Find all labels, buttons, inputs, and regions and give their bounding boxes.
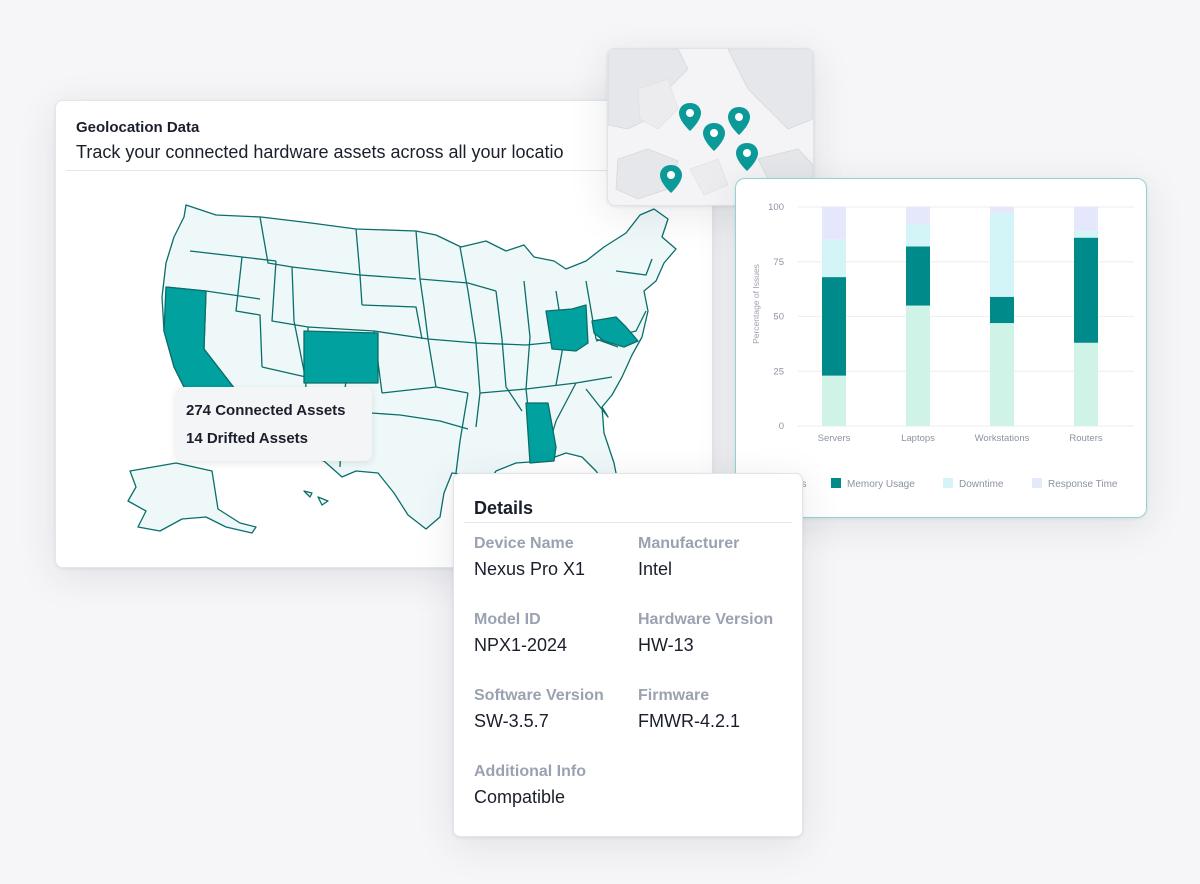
additional-info-field: Additional Info Compatible xyxy=(474,763,586,808)
x-tick-label: Workstations xyxy=(975,433,1030,444)
divider xyxy=(464,522,792,523)
legend-swatch xyxy=(943,478,953,488)
location-pin-icon xyxy=(736,143,758,171)
location-pin-icon xyxy=(728,107,750,135)
bar-segment[interactable] xyxy=(906,246,930,306)
bar-segment[interactable] xyxy=(1074,237,1098,343)
field-label: Additional Info xyxy=(474,763,586,780)
legend-label: Downtime xyxy=(959,479,1004,490)
bar-segment[interactable] xyxy=(822,277,846,376)
bar-segment[interactable] xyxy=(1074,342,1098,426)
bar-segment[interactable] xyxy=(990,207,1014,214)
legend-swatch xyxy=(831,478,841,488)
divider xyxy=(66,170,712,171)
model-id-field: Model ID NPX1-2024 xyxy=(474,611,567,656)
bar-segment[interactable] xyxy=(990,296,1014,324)
legend-label: Memory Usage xyxy=(847,479,915,490)
map-pins xyxy=(660,103,758,193)
state-colorado xyxy=(303,330,379,384)
state-ohio xyxy=(545,304,589,352)
manufacturer-field: Manufacturer Intel xyxy=(638,535,739,580)
field-value: NPX1-2024 xyxy=(474,635,568,655)
drifted-assets-label: 14 Drifted Assets xyxy=(186,430,308,447)
bar-segment[interactable] xyxy=(990,213,1014,297)
bar-segment[interactable] xyxy=(906,305,930,426)
field-value: FMWR-4.2.1 xyxy=(638,711,741,731)
legend-label: Response Time xyxy=(1048,479,1118,490)
bar-segment[interactable] xyxy=(822,207,846,240)
x-tick-label: Laptops xyxy=(901,433,935,444)
state-alabama xyxy=(525,402,557,464)
x-tick-label: Servers xyxy=(818,433,851,444)
field-label: Software Version xyxy=(474,687,604,704)
field-label: Manufacturer xyxy=(638,535,740,552)
bar-segment[interactable] xyxy=(906,224,930,247)
y-tick-label: 75 xyxy=(773,257,784,268)
connected-assets-label: 274 Connected Assets xyxy=(186,402,346,419)
x-tick-label: Routers xyxy=(1069,433,1103,444)
state-maryland xyxy=(591,316,639,348)
bar-segment[interactable] xyxy=(990,323,1014,426)
hawaii xyxy=(303,490,329,506)
y-tick-label: 50 xyxy=(773,312,784,323)
issues-chart-card: 100 75 50 25 0 Percentage of Issues Servers L… xyxy=(735,178,1147,518)
y-axis-label: Percentage of Issues xyxy=(751,264,761,344)
issues-stacked-bar-chart[interactable]: 100 75 50 25 0 Percentage of Issues Servers L… xyxy=(736,179,1146,517)
field-label: Hardware Version xyxy=(638,611,774,628)
details-card: Details Device Name Nexus Pro X1 Manufac… xyxy=(453,473,803,837)
alaska xyxy=(127,462,257,534)
field-label: Firmware xyxy=(638,687,710,704)
field-value: Intel xyxy=(638,559,673,579)
legend-item: Response Time xyxy=(1032,478,1118,490)
field-value: Nexus Pro X1 xyxy=(474,559,586,579)
field-value: SW-3.5.7 xyxy=(474,711,549,731)
location-pin-icon xyxy=(703,123,725,151)
field-value: HW-13 xyxy=(638,635,694,655)
y-tick-label: 0 xyxy=(779,421,784,432)
field-value: Compatible xyxy=(474,787,566,807)
software-version-field: Software Version SW-3.5.7 xyxy=(474,687,604,732)
bar-segment[interactable] xyxy=(822,375,846,426)
geolocation-title: Geolocation Data xyxy=(76,119,200,136)
bar-segment[interactable] xyxy=(822,239,846,278)
geolocation-card: Geolocation Data Track your connected ha… xyxy=(55,100,713,568)
geolocation-subtitle: Track your connected hardware assets acr… xyxy=(76,142,564,162)
device-name-field: Device Name Nexus Pro X1 xyxy=(474,535,585,580)
location-pin-icon xyxy=(679,103,701,131)
assets-tooltip: 274 Connected Assets 14 Drifted Assets xyxy=(176,387,372,461)
field-label: Model ID xyxy=(474,611,541,628)
y-tick-label: 25 xyxy=(773,366,784,377)
legend-item: Downtime xyxy=(943,478,1004,490)
bar-segment[interactable] xyxy=(906,207,930,225)
legend-item: Memory Usage xyxy=(831,478,915,490)
details-title: Details xyxy=(474,498,534,518)
field-label: Device Name xyxy=(474,535,574,552)
hardware-version-field: Hardware Version HW-13 xyxy=(638,611,773,656)
bar-segment[interactable] xyxy=(1074,207,1098,232)
y-tick-label: 100 xyxy=(768,202,784,213)
legend-swatch xyxy=(1032,478,1042,488)
location-pin-icon xyxy=(660,165,682,193)
bar-segment[interactable] xyxy=(1074,231,1098,238)
firmware-field: Firmware FMWR-4.2.1 xyxy=(638,687,740,732)
